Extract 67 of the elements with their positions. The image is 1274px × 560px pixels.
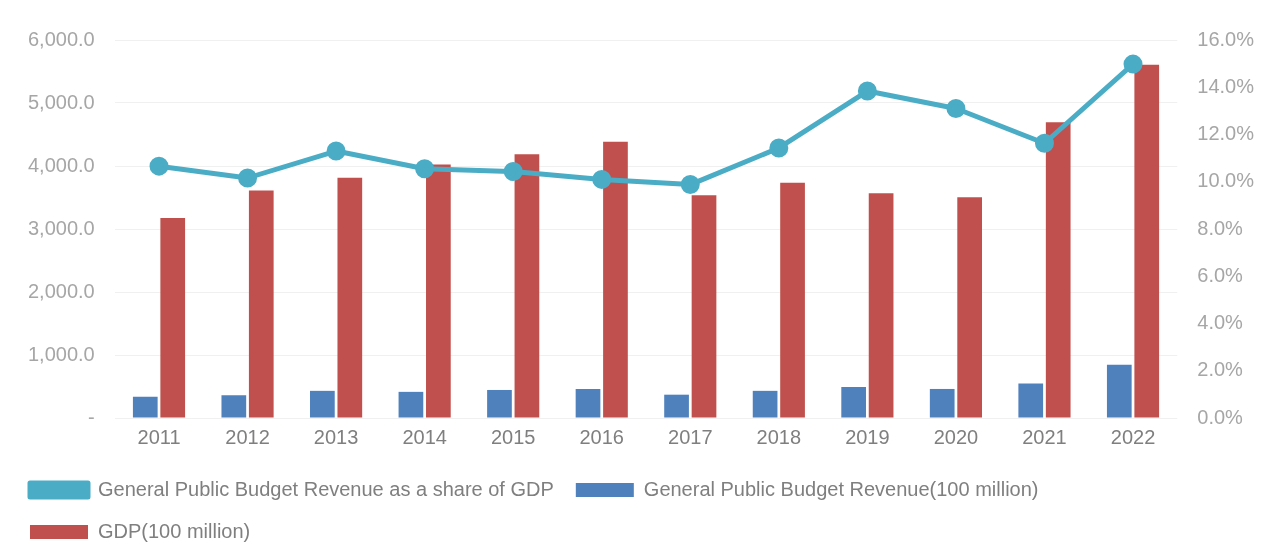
- legend-label: GDP(100 million): [98, 519, 251, 542]
- bar: [160, 218, 186, 418]
- point: [1034, 133, 1054, 153]
- bar: [1134, 64, 1160, 418]
- bar: [487, 389, 512, 418]
- bar: [132, 396, 158, 418]
- x-tick-label: 2013: [313, 425, 359, 448]
- y2-tick-label: 16.0%: [1197, 27, 1255, 50]
- x-tick-label: 2021: [1022, 425, 1067, 448]
- x-tick-label: 2012: [225, 425, 270, 448]
- x-tick-label: 2022: [1110, 425, 1156, 448]
- point: [238, 168, 258, 188]
- bar: [691, 195, 717, 418]
- bar: [603, 141, 628, 418]
- point: [415, 159, 435, 179]
- y2-tick-label: 4.0%: [1197, 311, 1244, 334]
- y2-tick-label: 14.0%: [1197, 74, 1255, 97]
- bar: [310, 390, 335, 418]
- x-tick-label: 2019: [845, 425, 890, 448]
- bar: [841, 387, 866, 418]
- bar: [929, 388, 955, 418]
- y2-tick-label: 6.0%: [1197, 263, 1244, 286]
- bar: [752, 390, 778, 418]
- x-tick-label: 2011: [137, 425, 181, 448]
- y-tick-label: 2,000.0: [27, 279, 95, 302]
- x-tick-label: 2020: [933, 425, 979, 448]
- x-tick-label: 2018: [756, 425, 802, 448]
- y-tick-label: -: [88, 405, 95, 428]
- y-tick-label: 4,000.0: [27, 153, 95, 176]
- bar: [398, 391, 424, 418]
- x-tick-label: 2015: [490, 425, 536, 448]
- x-tick-label: 2016: [579, 425, 624, 448]
- legend-label: General Public Budget Revenue(100 million): [643, 477, 1039, 500]
- bar: [426, 164, 451, 418]
- y2-tick-label: 2.0%: [1197, 358, 1244, 381]
- point: [326, 141, 346, 161]
- y2-tick-label: 10.0%: [1197, 169, 1255, 192]
- bar: [1106, 364, 1132, 418]
- point: [149, 156, 169, 176]
- y-tick-label: 5,000.0: [27, 90, 95, 113]
- bar: [221, 395, 247, 418]
- bar: [868, 193, 894, 418]
- x-tick-label: 2017: [668, 425, 713, 448]
- point: [1123, 54, 1143, 74]
- y-tick-label: 1,000.0: [27, 342, 95, 365]
- bar: [575, 389, 601, 418]
- y2-tick-label: 0.0%: [1197, 405, 1244, 428]
- x-tick-label: 2014: [402, 425, 447, 448]
- bar: [1018, 383, 1044, 418]
- bar: [248, 190, 274, 418]
- bar: [337, 177, 363, 418]
- bar: [664, 394, 689, 418]
- y2-tick-label: 12.0%: [1197, 122, 1255, 145]
- bar: [957, 197, 982, 418]
- legend-label: General Public Budget Revenue as a share of GDP: [98, 477, 554, 500]
- bar: [780, 182, 805, 418]
- bar: [514, 154, 540, 418]
- bar: [1045, 122, 1071, 418]
- point: [680, 175, 700, 195]
- point: [857, 81, 877, 101]
- point: [769, 138, 789, 158]
- point: [503, 162, 523, 182]
- point: [592, 169, 612, 189]
- y-tick-label: 6,000.0: [27, 27, 95, 50]
- y-tick-label: 3,000.0: [27, 216, 95, 239]
- y2-tick-label: 8.0%: [1197, 216, 1244, 239]
- point: [946, 99, 966, 119]
